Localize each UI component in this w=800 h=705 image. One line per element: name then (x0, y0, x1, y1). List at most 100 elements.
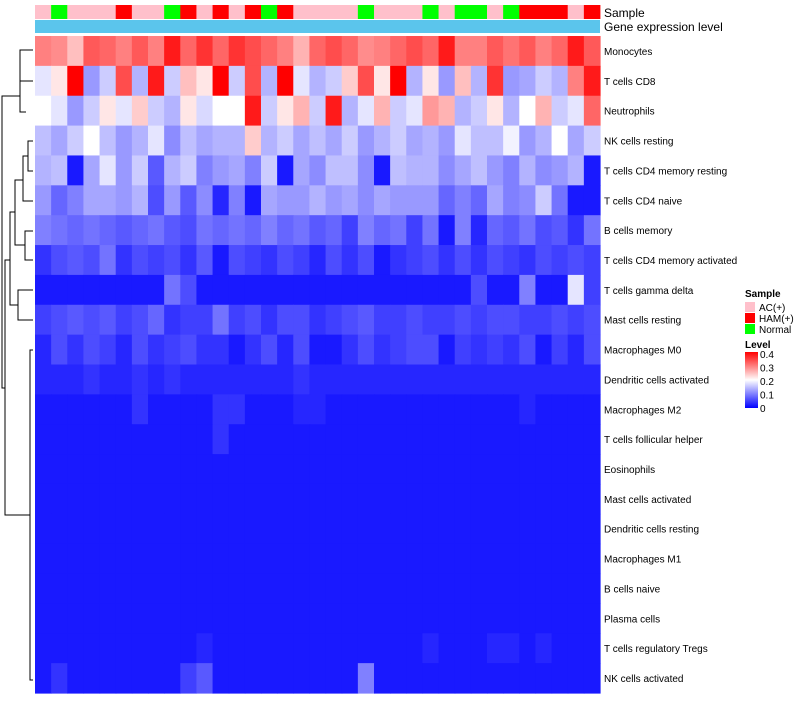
heatmap-cell (325, 215, 343, 246)
heatmap-cell (341, 424, 359, 455)
heatmap-cell (390, 36, 407, 67)
heatmap-cell (357, 663, 375, 694)
heatmap-cell (67, 603, 85, 634)
heatmap-cell (422, 364, 440, 395)
heatmap-cell (374, 424, 391, 455)
heatmap-cell (309, 424, 327, 455)
heatmap-cell (67, 125, 85, 157)
heatmap-cell (99, 304, 117, 336)
heatmap-cell (51, 394, 68, 425)
sample-annotation-cell (357, 5, 375, 19)
heatmap-cell (503, 65, 520, 97)
heatmap-cell (390, 155, 407, 186)
heatmap-cell (309, 155, 327, 186)
sample-annotation-cell (309, 5, 326, 19)
heatmap-cell (487, 36, 504, 67)
heatmap-cell (438, 424, 456, 455)
heatmap-cell (583, 483, 601, 515)
heatmap-cell (341, 394, 359, 425)
heatmap-cell (583, 663, 601, 694)
heatmap-cell (164, 95, 181, 127)
heatmap-cell (470, 543, 488, 575)
heatmap-cell (470, 274, 488, 306)
heatmap-cell (244, 663, 262, 694)
heatmap-cell (196, 663, 214, 694)
heatmap-cell (551, 364, 569, 395)
level-tick-label: 0 (760, 404, 766, 415)
heatmap-cell (454, 424, 472, 455)
heatmap-cell (357, 603, 375, 634)
row-label: Plasma cells (604, 614, 660, 625)
heatmap-cell (212, 155, 230, 186)
legend-swatch (745, 313, 755, 323)
heatmap-cell (115, 185, 133, 216)
heatmap-cell (519, 573, 537, 605)
heatmap-cell (180, 245, 198, 276)
heatmap-cell (261, 185, 278, 216)
heatmap-cell (519, 394, 537, 425)
heatmap-cell (293, 603, 311, 634)
heatmap-cell (261, 513, 278, 545)
heatmap-cell (551, 36, 569, 67)
heatmap-cell (67, 245, 85, 276)
heatmap-cell (503, 573, 520, 605)
heatmap-cell (196, 65, 214, 97)
heatmap-cell (277, 603, 294, 634)
heatmap-cell (422, 125, 440, 157)
heatmap-cell (83, 65, 101, 97)
heatmap-cell (35, 215, 52, 246)
heatmap-cell (277, 185, 294, 216)
heatmap-cell (293, 633, 311, 664)
heatmap-cell (487, 394, 504, 425)
heatmap-cell (196, 155, 214, 186)
heatmap-cell (35, 513, 52, 545)
heatmap-cell (293, 95, 311, 127)
heatmap-cell (325, 185, 343, 216)
heatmap-cell (583, 394, 601, 425)
heatmap-cell (261, 483, 278, 515)
heatmap-cell (422, 603, 440, 634)
heatmap-cell (293, 215, 311, 246)
heatmap-cell (212, 95, 230, 127)
heatmap-cell (196, 364, 214, 395)
heatmap-cell (309, 364, 327, 395)
heatmap-cell (390, 633, 407, 664)
heatmap-cell (277, 394, 294, 425)
heatmap-cell (551, 603, 569, 634)
heatmap-cell (164, 334, 181, 366)
heatmap-cell (341, 543, 359, 575)
heatmap-cell (67, 513, 85, 545)
heatmap-cell (567, 573, 585, 605)
heatmap-cell (196, 274, 214, 306)
heatmap-cell (454, 573, 472, 605)
sample-annotation-cell (341, 5, 359, 19)
heatmap-cell (83, 633, 101, 664)
heatmap-cell (309, 95, 327, 127)
heatmap-cell (406, 65, 424, 97)
heatmap-cell (422, 454, 440, 485)
heatmap-cell (390, 65, 407, 97)
row-labels: Monocytes T cells CD8 Neutrophils NK cells … (604, 47, 737, 685)
heatmap-cell (99, 155, 117, 186)
heatmap-cell (551, 663, 569, 694)
heatmap-cell (438, 633, 456, 664)
heatmap-cell (438, 663, 456, 694)
heatmap-cell (374, 573, 391, 605)
heatmap-cell (583, 513, 601, 545)
legend-swatch (745, 324, 755, 334)
level-tick-label: 0.1 (760, 391, 774, 402)
heatmap-cell (212, 274, 230, 306)
heatmap-cell (35, 573, 52, 605)
heatmap-cell (503, 394, 520, 425)
heatmap-cell (196, 215, 214, 246)
heatmap-cell (454, 454, 472, 485)
sample-annotation-cell (228, 5, 246, 19)
heatmap-cell (374, 364, 391, 395)
heatmap-cell (341, 334, 359, 366)
heatmap-cell (261, 394, 278, 425)
heatmap-cell (374, 245, 391, 276)
heatmap-cell (212, 394, 230, 425)
heatmap-cell (551, 245, 569, 276)
heatmap-cell (535, 155, 553, 186)
heatmap-cell (228, 573, 246, 605)
